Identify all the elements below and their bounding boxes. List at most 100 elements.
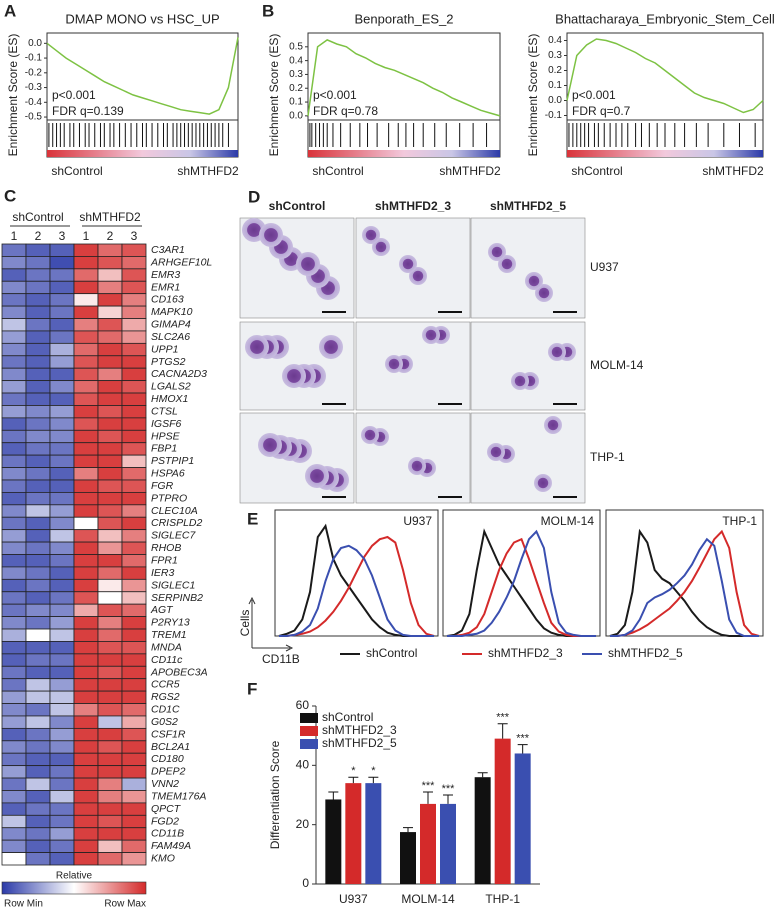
y-tick-label: 0.0 <box>548 95 562 106</box>
heat-cell <box>97 429 123 444</box>
heat-cell <box>121 566 147 580</box>
cell <box>385 355 403 373</box>
heat-cell <box>1 516 27 531</box>
heat-cell <box>121 827 147 841</box>
heat-cell <box>97 603 123 617</box>
heat-cell <box>73 454 99 468</box>
heat-cell <box>49 305 75 319</box>
y-axis-label: Differentiation Score <box>268 740 282 849</box>
y-tick-label: 0.0 <box>289 110 303 121</box>
gene-label: PSTPIP1 <box>151 455 194 467</box>
x-label-left: shControl <box>312 164 363 178</box>
heat-cell <box>73 678 99 692</box>
heat-cell <box>1 765 27 779</box>
heat-cell <box>25 790 51 804</box>
heat-cell <box>25 715 51 729</box>
heat-cell <box>25 827 51 841</box>
y-tick-label: 0.3 <box>289 69 303 80</box>
heat-cell <box>121 318 147 332</box>
heat-cell <box>49 442 75 456</box>
gene-label: DPEP2 <box>151 766 186 778</box>
heat-cell <box>49 727 75 742</box>
heat-cell <box>121 467 147 481</box>
gene-label: FPR1 <box>151 554 178 566</box>
heat-cell <box>49 591 75 605</box>
rank-gradient <box>308 150 500 157</box>
heat-cell <box>1 578 27 593</box>
histogram-curve <box>446 528 596 637</box>
rank-gradient <box>567 150 763 157</box>
gene-label: HSPA6 <box>151 468 185 480</box>
heat-cell <box>97 616 123 630</box>
heat-cell <box>49 641 75 655</box>
cell <box>361 426 379 444</box>
heat-cell <box>73 342 99 357</box>
bar <box>440 803 456 884</box>
x-label-right: shMTHFD2 <box>439 164 501 178</box>
panel-letter: F <box>247 679 257 698</box>
heat-cell <box>1 591 27 605</box>
cell <box>258 433 282 457</box>
significance: * <box>371 765 376 777</box>
heat-cell <box>121 703 147 717</box>
heat-cell <box>25 268 51 282</box>
bar <box>514 753 531 884</box>
heat-cell <box>121 330 147 344</box>
cell <box>544 416 562 434</box>
heat-cell <box>73 727 99 742</box>
heat-cell <box>73 442 99 456</box>
heat-cell <box>121 665 147 680</box>
heat-cell <box>97 305 123 319</box>
error-bar <box>477 772 488 778</box>
y-axis-label: Enrichment Score (ES) <box>6 34 20 157</box>
heat-cell <box>121 678 147 692</box>
heat-cell <box>97 839 123 853</box>
heat-cell <box>73 293 99 307</box>
heat-cell <box>25 765 51 779</box>
heat-cell <box>1 541 27 555</box>
gene-label: CSF1R <box>151 728 186 740</box>
heat-cell <box>73 752 99 767</box>
heat-cell <box>49 690 75 704</box>
significance: *** <box>442 783 456 795</box>
heat-cell <box>121 516 147 531</box>
heat-cell <box>97 504 123 518</box>
heat-cell <box>97 752 123 767</box>
cell <box>422 326 440 344</box>
bar <box>400 832 416 884</box>
heat-cell <box>49 405 75 419</box>
heat-cell <box>49 752 75 767</box>
heat-cell <box>97 342 123 357</box>
heat-cell <box>97 765 123 779</box>
y-tick-label: 0.5 <box>289 41 303 52</box>
x-axis-label: CD11B <box>262 652 300 666</box>
heat-cell <box>49 554 75 568</box>
heat-cell <box>25 554 51 568</box>
heat-cell <box>49 318 75 332</box>
heat-cell <box>25 280 51 295</box>
cell <box>548 343 566 361</box>
error-bar <box>423 791 433 804</box>
heat-cell <box>25 703 51 717</box>
y-tick-label: -0.1 <box>545 110 563 121</box>
heat-cell <box>73 380 99 394</box>
heat-cell <box>49 256 75 270</box>
column-label: 1 <box>11 229 18 243</box>
heat-cell <box>1 305 27 319</box>
heat-cell <box>73 429 99 444</box>
chart-title: Bhattacharaya_Embryonic_Stem_Cell <box>555 11 775 26</box>
heat-cell <box>121 790 147 804</box>
gene-label: LGALS2 <box>151 381 191 393</box>
heat-cell <box>49 628 75 642</box>
heat-cell <box>49 678 75 692</box>
legend-min: Row Min <box>4 899 43 910</box>
heat-cell <box>97 566 123 580</box>
gene-label: HPSE <box>151 430 181 442</box>
heat-cell <box>1 814 27 829</box>
heat-cell <box>73 852 99 866</box>
gene-label: KMO <box>151 853 175 865</box>
panel-letter: B <box>262 1 274 20</box>
gene-label: CRISPLD2 <box>151 517 203 529</box>
y-tick-label: -0.1 <box>25 53 43 64</box>
